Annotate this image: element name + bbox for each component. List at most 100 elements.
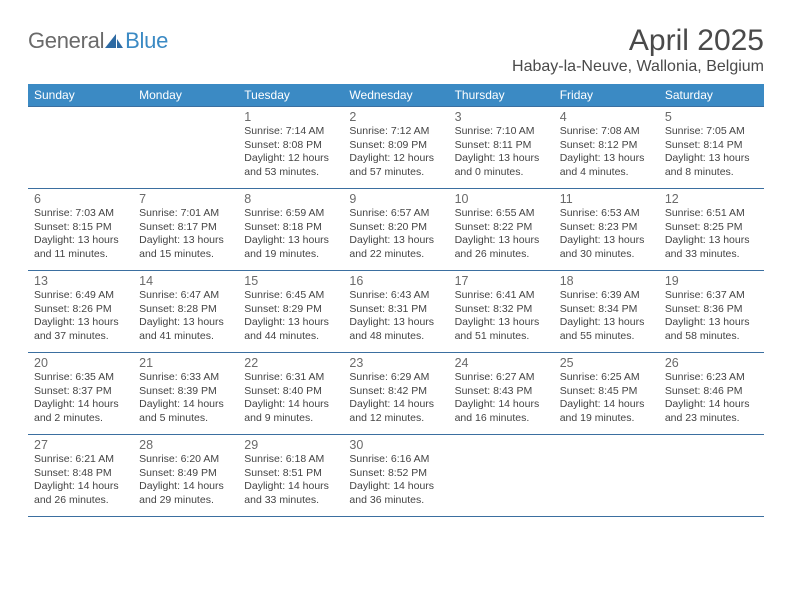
calendar-cell: 23Sunrise: 6:29 AMSunset: 8:42 PMDayligh… [343, 353, 448, 435]
sunrise-line: Sunrise: 6:35 AM [34, 371, 127, 385]
daylight-line: Daylight: 14 hours and 26 minutes. [34, 480, 127, 507]
daylight-line: Daylight: 13 hours and 22 minutes. [349, 234, 442, 261]
sunrise-line: Sunrise: 6:59 AM [244, 207, 337, 221]
day-header: Saturday [659, 84, 764, 107]
day-number: 26 [665, 356, 758, 370]
sunrise-line: Sunrise: 6:57 AM [349, 207, 442, 221]
calendar-cell: 12Sunrise: 6:51 AMSunset: 8:25 PMDayligh… [659, 189, 764, 271]
header-row: General Blue April 2025 [28, 24, 764, 58]
calendar-cell: 11Sunrise: 6:53 AMSunset: 8:23 PMDayligh… [554, 189, 659, 271]
brand-sail-icon [105, 33, 123, 54]
calendar-cell: 14Sunrise: 6:47 AMSunset: 8:28 PMDayligh… [133, 271, 238, 353]
sunrise-line: Sunrise: 7:05 AM [665, 125, 758, 139]
calendar-cell: 8Sunrise: 6:59 AMSunset: 8:18 PMDaylight… [238, 189, 343, 271]
calendar-cell [449, 435, 554, 517]
day-header: Monday [133, 84, 238, 107]
calendar-cell: 10Sunrise: 6:55 AMSunset: 8:22 PMDayligh… [449, 189, 554, 271]
sunset-line: Sunset: 8:18 PM [244, 221, 337, 235]
sunset-line: Sunset: 8:11 PM [455, 139, 548, 153]
calendar-cell: 29Sunrise: 6:18 AMSunset: 8:51 PMDayligh… [238, 435, 343, 517]
calendar-cell: 17Sunrise: 6:41 AMSunset: 8:32 PMDayligh… [449, 271, 554, 353]
calendar-body: 1Sunrise: 7:14 AMSunset: 8:08 PMDaylight… [28, 107, 764, 517]
calendar-cell: 1Sunrise: 7:14 AMSunset: 8:08 PMDaylight… [238, 107, 343, 189]
calendar-week-row: 27Sunrise: 6:21 AMSunset: 8:48 PMDayligh… [28, 435, 764, 517]
calendar-cell: 20Sunrise: 6:35 AMSunset: 8:37 PMDayligh… [28, 353, 133, 435]
location-label: Habay-la-Neuve, Wallonia, Belgium [28, 58, 764, 76]
daylight-line: Daylight: 13 hours and 33 minutes. [665, 234, 758, 261]
daylight-line: Daylight: 13 hours and 48 minutes. [349, 316, 442, 343]
sunrise-line: Sunrise: 6:49 AM [34, 289, 127, 303]
calendar-cell: 7Sunrise: 7:01 AMSunset: 8:17 PMDaylight… [133, 189, 238, 271]
day-number: 13 [34, 274, 127, 288]
sunrise-line: Sunrise: 6:53 AM [560, 207, 653, 221]
calendar-cell: 28Sunrise: 6:20 AMSunset: 8:49 PMDayligh… [133, 435, 238, 517]
sunrise-line: Sunrise: 6:21 AM [34, 453, 127, 467]
day-number: 2 [349, 110, 442, 124]
day-number: 3 [455, 110, 548, 124]
daylight-line: Daylight: 13 hours and 51 minutes. [455, 316, 548, 343]
daylight-line: Daylight: 14 hours and 23 minutes. [665, 398, 758, 425]
daylight-line: Daylight: 13 hours and 15 minutes. [139, 234, 232, 261]
sunset-line: Sunset: 8:26 PM [34, 303, 127, 317]
sunset-line: Sunset: 8:17 PM [139, 221, 232, 235]
day-number: 22 [244, 356, 337, 370]
sunrise-line: Sunrise: 6:43 AM [349, 289, 442, 303]
sunrise-line: Sunrise: 6:25 AM [560, 371, 653, 385]
sunrise-line: Sunrise: 6:18 AM [244, 453, 337, 467]
sunset-line: Sunset: 8:25 PM [665, 221, 758, 235]
day-number: 27 [34, 438, 127, 452]
day-number: 19 [665, 274, 758, 288]
day-number: 10 [455, 192, 548, 206]
daylight-line: Daylight: 13 hours and 37 minutes. [34, 316, 127, 343]
daylight-line: Daylight: 13 hours and 55 minutes. [560, 316, 653, 343]
calendar-cell: 19Sunrise: 6:37 AMSunset: 8:36 PMDayligh… [659, 271, 764, 353]
sunset-line: Sunset: 8:31 PM [349, 303, 442, 317]
sunset-line: Sunset: 8:49 PM [139, 467, 232, 481]
calendar-cell: 9Sunrise: 6:57 AMSunset: 8:20 PMDaylight… [343, 189, 448, 271]
daylight-line: Daylight: 13 hours and 11 minutes. [34, 234, 127, 261]
daylight-line: Daylight: 13 hours and 58 minutes. [665, 316, 758, 343]
sunset-line: Sunset: 8:34 PM [560, 303, 653, 317]
page-title: April 2025 [629, 24, 764, 58]
sunrise-line: Sunrise: 6:27 AM [455, 371, 548, 385]
sunset-line: Sunset: 8:28 PM [139, 303, 232, 317]
day-number: 30 [349, 438, 442, 452]
sunset-line: Sunset: 8:46 PM [665, 385, 758, 399]
day-number: 17 [455, 274, 548, 288]
calendar-cell: 24Sunrise: 6:27 AMSunset: 8:43 PMDayligh… [449, 353, 554, 435]
sunset-line: Sunset: 8:45 PM [560, 385, 653, 399]
day-header-row: SundayMondayTuesdayWednesdayThursdayFrid… [28, 84, 764, 107]
daylight-line: Daylight: 13 hours and 44 minutes. [244, 316, 337, 343]
calendar-week-row: 6Sunrise: 7:03 AMSunset: 8:15 PMDaylight… [28, 189, 764, 271]
sunset-line: Sunset: 8:23 PM [560, 221, 653, 235]
sunrise-line: Sunrise: 6:45 AM [244, 289, 337, 303]
day-number: 29 [244, 438, 337, 452]
sunrise-line: Sunrise: 6:29 AM [349, 371, 442, 385]
calendar-cell: 27Sunrise: 6:21 AMSunset: 8:48 PMDayligh… [28, 435, 133, 517]
sunrise-line: Sunrise: 6:41 AM [455, 289, 548, 303]
sunrise-line: Sunrise: 6:31 AM [244, 371, 337, 385]
sunset-line: Sunset: 8:48 PM [34, 467, 127, 481]
calendar-cell: 13Sunrise: 6:49 AMSunset: 8:26 PMDayligh… [28, 271, 133, 353]
daylight-line: Daylight: 14 hours and 33 minutes. [244, 480, 337, 507]
day-number: 21 [139, 356, 232, 370]
calendar-cell: 15Sunrise: 6:45 AMSunset: 8:29 PMDayligh… [238, 271, 343, 353]
sunset-line: Sunset: 8:39 PM [139, 385, 232, 399]
calendar-cell [554, 435, 659, 517]
day-header: Sunday [28, 84, 133, 107]
sunrise-line: Sunrise: 6:55 AM [455, 207, 548, 221]
sunrise-line: Sunrise: 7:03 AM [34, 207, 127, 221]
sunrise-line: Sunrise: 7:01 AM [139, 207, 232, 221]
daylight-line: Daylight: 13 hours and 30 minutes. [560, 234, 653, 261]
sunset-line: Sunset: 8:15 PM [34, 221, 127, 235]
calendar-cell: 5Sunrise: 7:05 AMSunset: 8:14 PMDaylight… [659, 107, 764, 189]
daylight-line: Daylight: 14 hours and 2 minutes. [34, 398, 127, 425]
daylight-line: Daylight: 12 hours and 53 minutes. [244, 152, 337, 179]
sunrise-line: Sunrise: 6:20 AM [139, 453, 232, 467]
calendar-cell: 18Sunrise: 6:39 AMSunset: 8:34 PMDayligh… [554, 271, 659, 353]
sunset-line: Sunset: 8:40 PM [244, 385, 337, 399]
sunrise-line: Sunrise: 7:10 AM [455, 125, 548, 139]
day-header: Friday [554, 84, 659, 107]
calendar-cell: 25Sunrise: 6:25 AMSunset: 8:45 PMDayligh… [554, 353, 659, 435]
day-number: 5 [665, 110, 758, 124]
